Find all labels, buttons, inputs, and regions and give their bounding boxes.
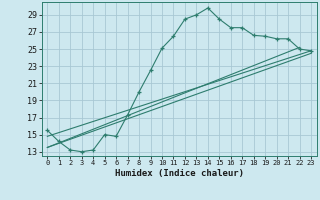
- X-axis label: Humidex (Indice chaleur): Humidex (Indice chaleur): [115, 169, 244, 178]
